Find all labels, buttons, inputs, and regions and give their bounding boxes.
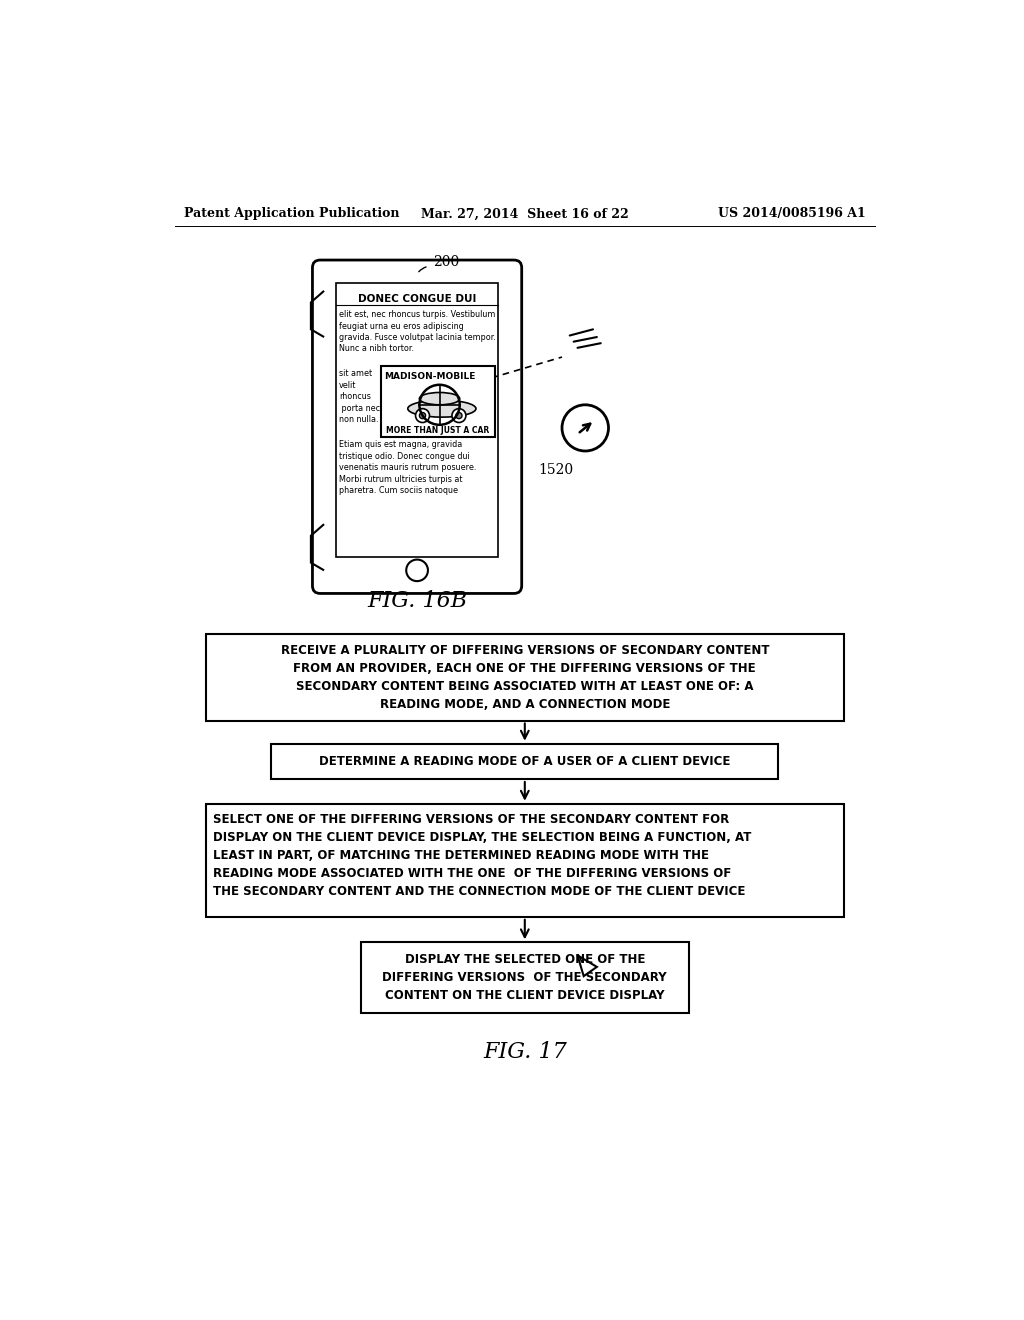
Circle shape: [416, 409, 429, 422]
Ellipse shape: [408, 400, 476, 417]
Text: SELECT ONE OF THE DIFFERING VERSIONS OF THE SECONDARY CONTENT FOR
DISPLAY ON THE: SELECT ONE OF THE DIFFERING VERSIONS OF …: [213, 813, 752, 898]
Text: MORE THAN JUST A CAR: MORE THAN JUST A CAR: [386, 426, 489, 436]
Bar: [336, 284, 499, 557]
Text: Etiam quis est magna, gravida
tristique odio. Donec congue dui
venenatis mauris : Etiam quis est magna, gravida tristique …: [339, 441, 476, 495]
Text: DETERMINE A READING MODE OF A USER OF A CLIENT DEVICE: DETERMINE A READING MODE OF A USER OF A …: [319, 755, 730, 768]
Circle shape: [407, 560, 428, 581]
Text: elit est, nec rhoncus turpis. Vestibulum
feugiat urna eu eros adipiscing
gravida: elit est, nec rhoncus turpis. Vestibulum…: [339, 310, 496, 354]
Bar: [381, 367, 496, 437]
Circle shape: [456, 413, 462, 418]
FancyBboxPatch shape: [312, 260, 521, 594]
Text: Patent Application Publication: Patent Application Publication: [183, 207, 399, 220]
Text: 200: 200: [432, 255, 459, 269]
Text: sit amet
velit
rhoncus
 porta nec
non nulla.: sit amet velit rhoncus porta nec non nul…: [339, 370, 380, 424]
Text: RECEIVE A PLURALITY OF DIFFERING VERSIONS OF SECONDARY CONTENT
FROM AN PROVIDER,: RECEIVE A PLURALITY OF DIFFERING VERSION…: [281, 644, 769, 711]
Text: 1520: 1520: [539, 463, 573, 478]
Text: FIG. 17: FIG. 17: [483, 1040, 566, 1063]
Text: Mar. 27, 2014  Sheet 16 of 22: Mar. 27, 2014 Sheet 16 of 22: [421, 207, 629, 220]
Circle shape: [562, 405, 608, 451]
Circle shape: [420, 413, 426, 418]
Text: DONEC CONGUE DUI: DONEC CONGUE DUI: [357, 293, 476, 304]
Circle shape: [452, 409, 466, 422]
Text: FIG. 16B: FIG. 16B: [367, 590, 467, 612]
Ellipse shape: [420, 392, 460, 405]
Bar: [360, 942, 689, 1014]
Text: MADISON-MOBILE: MADISON-MOBILE: [384, 372, 475, 380]
Text: US 2014/0085196 A1: US 2014/0085196 A1: [718, 207, 866, 220]
Bar: [271, 743, 778, 779]
Text: DISPLAY THE SELECTED ONE OF THE
DIFFERING VERSIONS  OF THE SECONDARY
CONTENT ON : DISPLAY THE SELECTED ONE OF THE DIFFERIN…: [383, 953, 667, 1002]
Bar: [206, 804, 844, 917]
Bar: [206, 635, 844, 721]
